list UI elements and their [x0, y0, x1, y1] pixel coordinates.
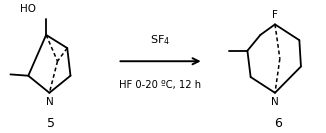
Text: SF$_4$: SF$_4$	[150, 33, 170, 47]
Text: 5: 5	[47, 117, 55, 130]
Text: N: N	[271, 97, 279, 107]
Text: 6: 6	[274, 117, 282, 130]
Text: F: F	[272, 10, 278, 20]
Text: HF 0-20 ºC, 12 h: HF 0-20 ºC, 12 h	[119, 80, 201, 90]
Text: HO: HO	[20, 4, 36, 14]
Text: N: N	[46, 97, 53, 107]
